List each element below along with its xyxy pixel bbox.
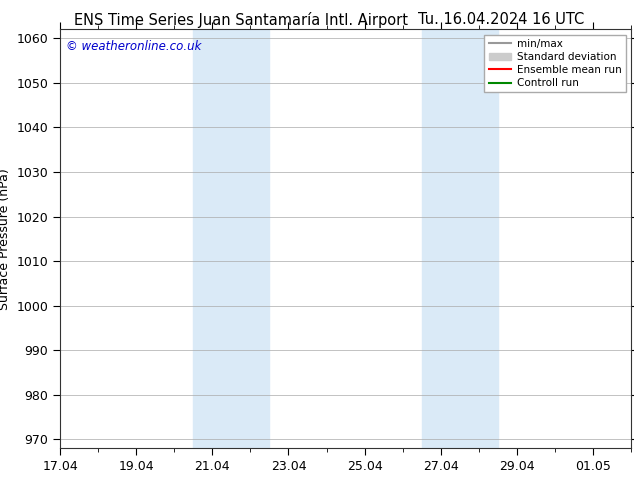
Y-axis label: Surface Pressure (hPa): Surface Pressure (hPa): [0, 168, 11, 310]
Bar: [193, 29, 269, 448]
Bar: [422, 29, 498, 448]
Legend: min/max, Standard deviation, Ensemble mean run, Controll run: min/max, Standard deviation, Ensemble me…: [484, 35, 626, 92]
Text: Tu. 16.04.2024 16 UTC: Tu. 16.04.2024 16 UTC: [418, 12, 584, 27]
Text: ENS Time Series Juan Santamaría Intl. Airport: ENS Time Series Juan Santamaría Intl. Ai…: [74, 12, 408, 28]
Text: © weatheronline.co.uk: © weatheronline.co.uk: [66, 40, 202, 53]
